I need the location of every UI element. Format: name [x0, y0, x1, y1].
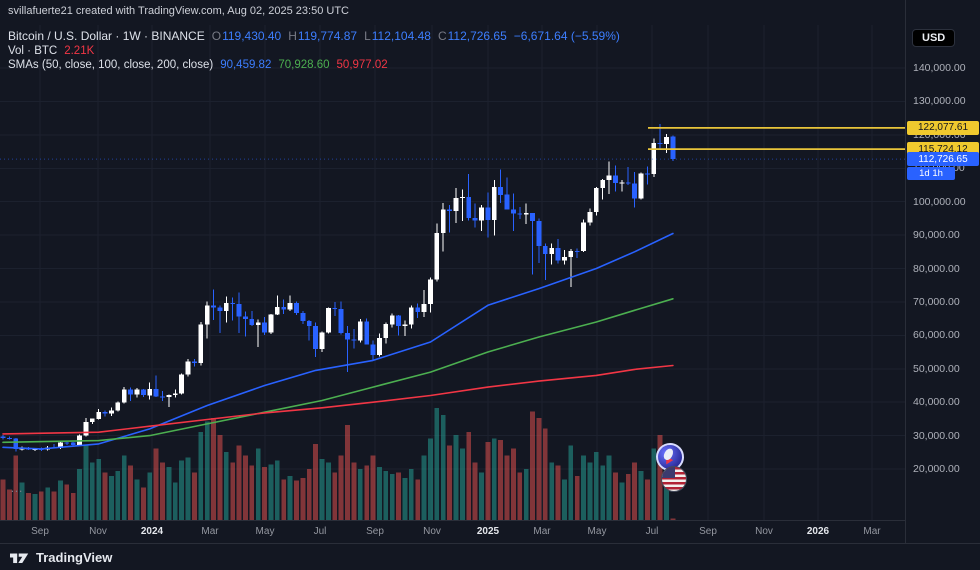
time-axis-label: Sep	[366, 526, 384, 537]
time-axis[interactable]: Sep Nov 2024 Mar May Jul Sep Nov 2025 Mar May Jul Se…	[0, 520, 980, 544]
time-axis-label: Sep	[699, 526, 717, 537]
last-price-label: 112,726.65	[907, 152, 979, 167]
symbol-title[interactable]: Bitcoin / U.S. Dollar · 1W · BINANCE	[8, 29, 205, 43]
usa-flag-sticker[interactable]	[661, 466, 687, 492]
sma50-value: 90,459.82	[220, 59, 272, 71]
sma-label[interactable]: SMAs (50, close, 100, close, 200, close)	[8, 59, 214, 71]
level-price-label-1[interactable]: 122,077.61	[907, 120, 979, 135]
symbol-legend: Bitcoin / U.S. Dollar · 1W · BINANCE O 11…	[8, 29, 620, 43]
sma-line-0[interactable]	[2, 232, 674, 450]
ohlc-open: O 119,430.40	[211, 29, 282, 43]
price-tick-label: 30,000.00	[913, 429, 960, 442]
price-tick-label: 50,000.00	[913, 362, 960, 375]
legend-more-ellipsis[interactable]: …	[10, 480, 24, 495]
sma100-value: 70,928.60	[278, 59, 330, 71]
creator-note: svillafuerte21 created with TradingView.…	[8, 5, 349, 17]
volume-legend: Vol · BTC 2.21K	[8, 45, 94, 57]
price-tick-label: 40,000.00	[913, 396, 960, 409]
footer-bar: TradingView	[0, 543, 980, 570]
time-axis-label: Nov	[755, 526, 773, 537]
currency-usd-button[interactable]: USD	[912, 29, 956, 47]
time-axis-label: Jul	[645, 526, 659, 537]
tradingview-brand[interactable]: TradingView	[36, 549, 113, 565]
time-axis-label: 2024	[140, 526, 164, 537]
sma-line-1[interactable]	[2, 298, 674, 444]
time-axis-label: 2026	[806, 526, 830, 537]
time-axis-label: Mar	[863, 526, 881, 537]
price-tick-label: 80,000.00	[913, 262, 960, 275]
volume-label[interactable]: Vol · BTC	[8, 45, 58, 57]
time-axis-label: 2025	[476, 526, 500, 537]
price-axis[interactable]: USD 140,000.00130,000.00120,000.00110,00…	[905, 0, 980, 543]
time-axis-label: Jul	[313, 526, 327, 537]
sma-legend: SMAs (50, close, 100, close, 200, close)…	[8, 59, 388, 71]
sma-line-2[interactable]	[2, 364, 674, 435]
volume-bars	[0, 408, 676, 520]
candles	[0, 124, 676, 452]
price-tick-label: 20,000.00	[913, 463, 960, 475]
tradingview-logo[interactable]	[10, 550, 29, 565]
ohlc-high: H 119,774.87	[288, 29, 358, 43]
ohlc-close: C 112,726.65	[437, 29, 507, 43]
price-tick-label: 100,000.00	[913, 195, 966, 208]
bar-countdown-label: 1d 1h	[907, 167, 955, 181]
time-axis-label: Mar	[201, 526, 219, 537]
ohlc-low: L 112,104.48	[364, 29, 431, 43]
time-axis-label: May	[255, 526, 275, 537]
time-axis-label: Nov	[89, 526, 107, 537]
grid-lines	[0, 25, 905, 520]
price-tick-label: 60,000.00	[913, 329, 960, 342]
price-tick-label: 130,000.00	[913, 95, 966, 108]
sma200-value: 50,977.02	[336, 59, 388, 71]
price-tick-label: 70,000.00	[913, 295, 960, 308]
time-axis-label: Nov	[423, 526, 441, 537]
time-axis-label: Mar	[533, 526, 551, 537]
price-tick-label: 140,000.00	[913, 62, 966, 74]
change-value: −6,671.64 (−5.59%)	[513, 29, 620, 43]
chart-pane[interactable]	[0, 0, 905, 543]
volume-value: 2.21K	[64, 45, 95, 57]
time-axis-label: Sep	[31, 526, 49, 537]
price-tick-label: 90,000.00	[913, 229, 960, 242]
time-axis-label: May	[587, 526, 607, 537]
